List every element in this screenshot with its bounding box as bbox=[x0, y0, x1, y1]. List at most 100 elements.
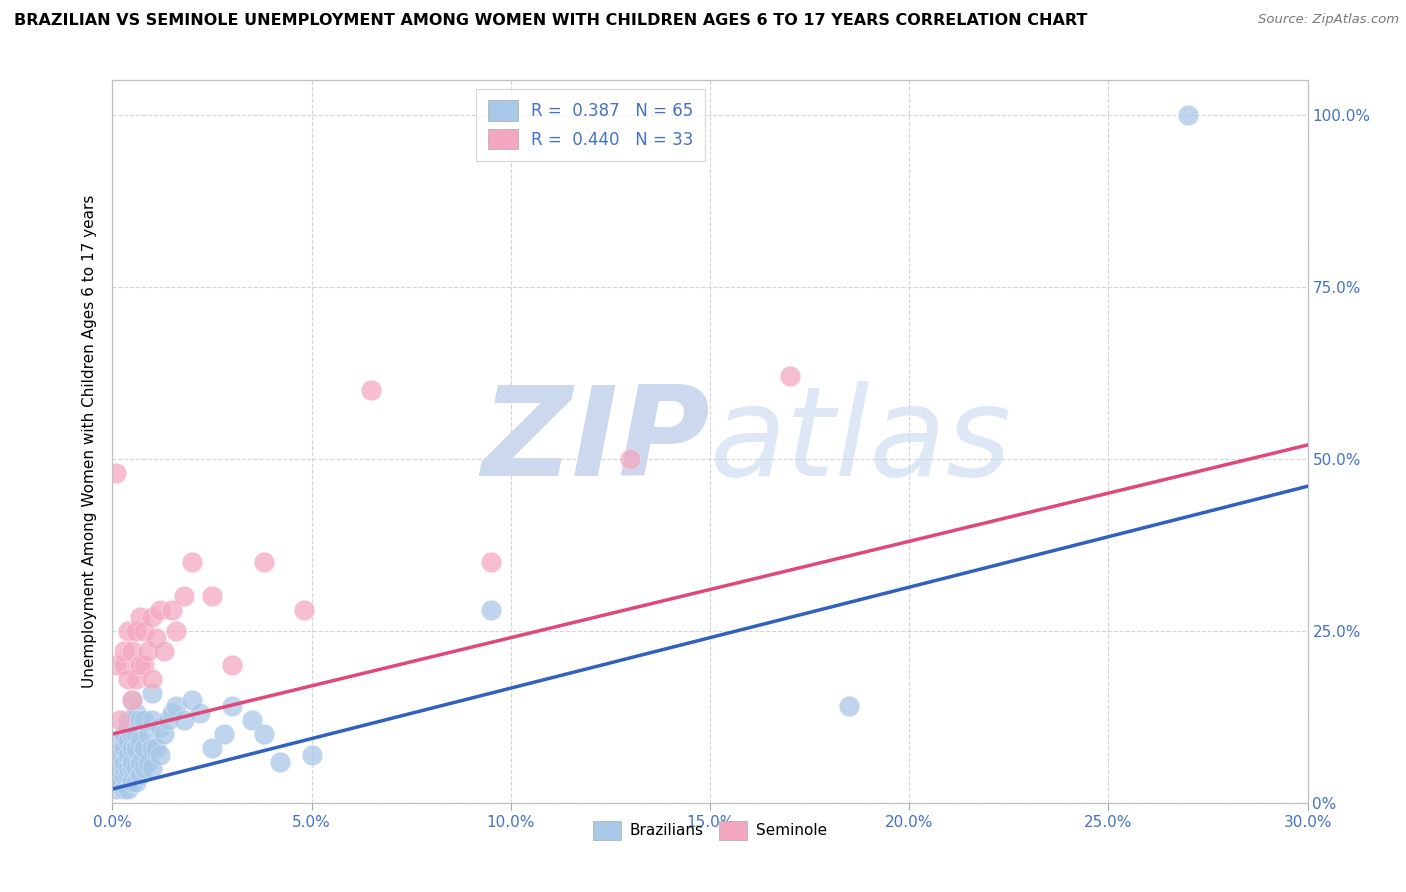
Point bbox=[134, 713, 156, 727]
Point bbox=[141, 686, 163, 700]
Text: ZIP: ZIP bbox=[481, 381, 710, 502]
Point bbox=[162, 706, 183, 721]
Point bbox=[114, 740, 135, 755]
Point bbox=[479, 555, 502, 569]
Point bbox=[114, 755, 135, 769]
Point bbox=[105, 466, 128, 480]
Point bbox=[141, 610, 163, 624]
Point bbox=[129, 734, 152, 748]
Point bbox=[110, 713, 132, 727]
Point bbox=[129, 755, 152, 769]
Point bbox=[779, 369, 801, 384]
Text: Source: ZipAtlas.com: Source: ZipAtlas.com bbox=[1258, 13, 1399, 27]
Point bbox=[125, 624, 148, 638]
Point bbox=[188, 706, 211, 721]
Point bbox=[125, 775, 148, 789]
Point bbox=[121, 775, 143, 789]
Point bbox=[134, 761, 156, 775]
Point bbox=[114, 727, 135, 741]
Point bbox=[121, 644, 143, 658]
Point bbox=[141, 713, 163, 727]
Point bbox=[149, 603, 172, 617]
Point bbox=[173, 590, 195, 604]
Point bbox=[138, 727, 160, 741]
Point bbox=[138, 755, 160, 769]
Point bbox=[201, 590, 224, 604]
Point bbox=[173, 713, 195, 727]
Point bbox=[110, 761, 132, 775]
Point bbox=[114, 782, 135, 797]
Point bbox=[114, 768, 135, 782]
Point bbox=[129, 713, 152, 727]
Point bbox=[141, 672, 163, 686]
Point bbox=[149, 747, 172, 762]
Point bbox=[221, 658, 243, 673]
Point bbox=[125, 706, 148, 721]
Point bbox=[201, 740, 224, 755]
Point bbox=[121, 692, 143, 706]
Point bbox=[125, 672, 148, 686]
Point bbox=[121, 692, 143, 706]
Text: atlas: atlas bbox=[710, 381, 1012, 502]
Point bbox=[117, 624, 139, 638]
Point bbox=[121, 740, 143, 755]
Point bbox=[105, 761, 128, 775]
Legend: Brazilians, Seminole: Brazilians, Seminole bbox=[588, 815, 832, 846]
Point bbox=[838, 699, 860, 714]
Point bbox=[105, 747, 128, 762]
Point bbox=[129, 658, 152, 673]
Point bbox=[125, 740, 148, 755]
Point bbox=[121, 713, 143, 727]
Y-axis label: Unemployment Among Women with Children Ages 6 to 17 years: Unemployment Among Women with Children A… bbox=[82, 194, 97, 689]
Point bbox=[212, 727, 235, 741]
Point bbox=[117, 672, 139, 686]
Point bbox=[141, 740, 163, 755]
Point bbox=[110, 775, 132, 789]
Point bbox=[153, 644, 176, 658]
Point bbox=[121, 727, 143, 741]
Point bbox=[117, 761, 139, 775]
Point bbox=[141, 761, 163, 775]
Point bbox=[253, 727, 276, 741]
Point bbox=[269, 755, 291, 769]
Point bbox=[138, 644, 160, 658]
Point bbox=[110, 734, 132, 748]
Point bbox=[105, 768, 128, 782]
Point bbox=[145, 631, 167, 645]
Point bbox=[181, 555, 204, 569]
Point bbox=[165, 624, 187, 638]
Point bbox=[117, 782, 139, 797]
Point bbox=[153, 727, 176, 741]
Point bbox=[240, 713, 263, 727]
Point bbox=[301, 747, 323, 762]
Point bbox=[129, 610, 152, 624]
Point bbox=[134, 624, 156, 638]
Point bbox=[165, 699, 187, 714]
Point bbox=[121, 755, 143, 769]
Point bbox=[1177, 108, 1199, 122]
Point bbox=[129, 768, 152, 782]
Point bbox=[479, 603, 502, 617]
Point bbox=[221, 699, 243, 714]
Point bbox=[149, 720, 172, 734]
Point bbox=[157, 713, 180, 727]
Point bbox=[105, 782, 128, 797]
Point bbox=[360, 383, 382, 397]
Text: BRAZILIAN VS SEMINOLE UNEMPLOYMENT AMONG WOMEN WITH CHILDREN AGES 6 TO 17 YEARS : BRAZILIAN VS SEMINOLE UNEMPLOYMENT AMONG… bbox=[14, 13, 1087, 29]
Point bbox=[117, 713, 139, 727]
Point bbox=[292, 603, 315, 617]
Point bbox=[114, 658, 135, 673]
Point bbox=[125, 761, 148, 775]
Point bbox=[117, 734, 139, 748]
Point bbox=[114, 761, 135, 775]
Point bbox=[110, 747, 132, 762]
Point bbox=[125, 727, 148, 741]
Point bbox=[117, 768, 139, 782]
Point bbox=[134, 658, 156, 673]
Point bbox=[114, 644, 135, 658]
Point bbox=[145, 740, 167, 755]
Point bbox=[181, 692, 204, 706]
Point bbox=[117, 747, 139, 762]
Point bbox=[162, 603, 183, 617]
Point bbox=[134, 740, 156, 755]
